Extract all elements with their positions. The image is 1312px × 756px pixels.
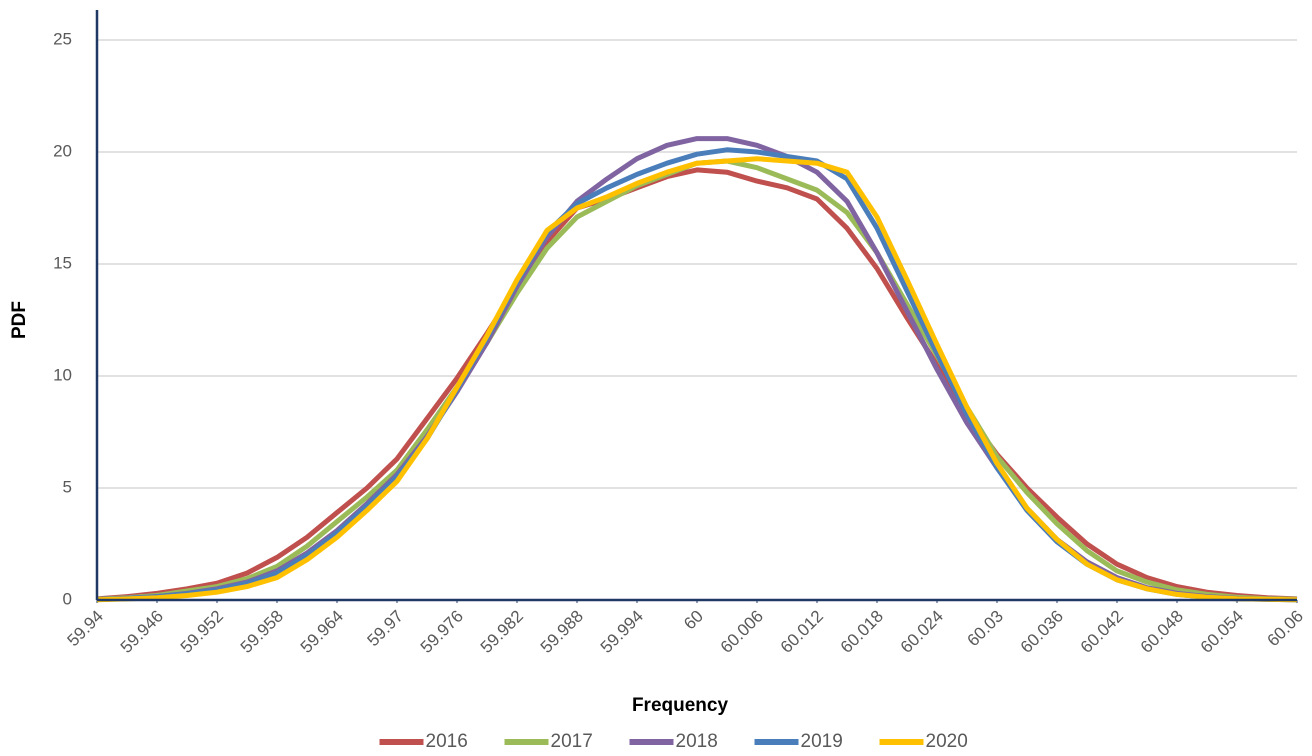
y-tick-label: 15 [53, 253, 72, 272]
x-tick-label: 59.946 [117, 607, 167, 657]
series-line [96, 156, 1298, 603]
x-tick-label: 59.976 [417, 607, 467, 657]
x-tick-label: 59.988 [537, 607, 587, 657]
x-tick-label: 60.024 [897, 607, 947, 657]
series-line [96, 167, 1298, 602]
x-tick-label: 60 [680, 607, 707, 634]
x-tick-label: 59.994 [597, 607, 647, 657]
legend-label: 2016 [426, 731, 468, 752]
y-tick-label: 25 [53, 29, 72, 48]
legend-label: 2017 [551, 731, 593, 752]
x-tick-label: 60.036 [1017, 607, 1067, 657]
x-tick-label: 59.94 [63, 607, 107, 651]
x-axis-title: Frequency [632, 695, 729, 716]
x-tick-label: 59.958 [237, 607, 287, 657]
x-tick-label: 60.042 [1077, 607, 1127, 657]
x-tick-label: 60.06 [1263, 607, 1307, 651]
series-line [96, 147, 1298, 603]
legend-label: 2018 [676, 731, 718, 752]
x-tick-label: 60.018 [837, 607, 887, 657]
y-tick-label: 10 [53, 365, 72, 384]
series-line [96, 136, 1298, 603]
y-axis-title: PDF [9, 301, 30, 339]
legend-label: 2020 [926, 731, 968, 752]
x-tick-label: 59.952 [177, 607, 227, 657]
x-tick-label: 60.03 [963, 607, 1007, 651]
x-tick-label: 60.054 [1197, 607, 1247, 657]
x-tick-label: 60.012 [777, 607, 827, 657]
y-tick-label: 5 [63, 477, 72, 496]
series-line [96, 158, 1298, 602]
x-tick-label: 59.97 [363, 607, 407, 651]
x-tick-label: 59.964 [297, 607, 347, 657]
y-tick-label: 20 [53, 141, 72, 160]
y-tick-label: 0 [63, 589, 72, 608]
x-tick-label: 60.048 [1137, 607, 1187, 657]
x-tick-label: 59.982 [477, 607, 527, 657]
legend-label: 2019 [801, 731, 843, 752]
x-tick-label: 60.006 [717, 607, 767, 657]
